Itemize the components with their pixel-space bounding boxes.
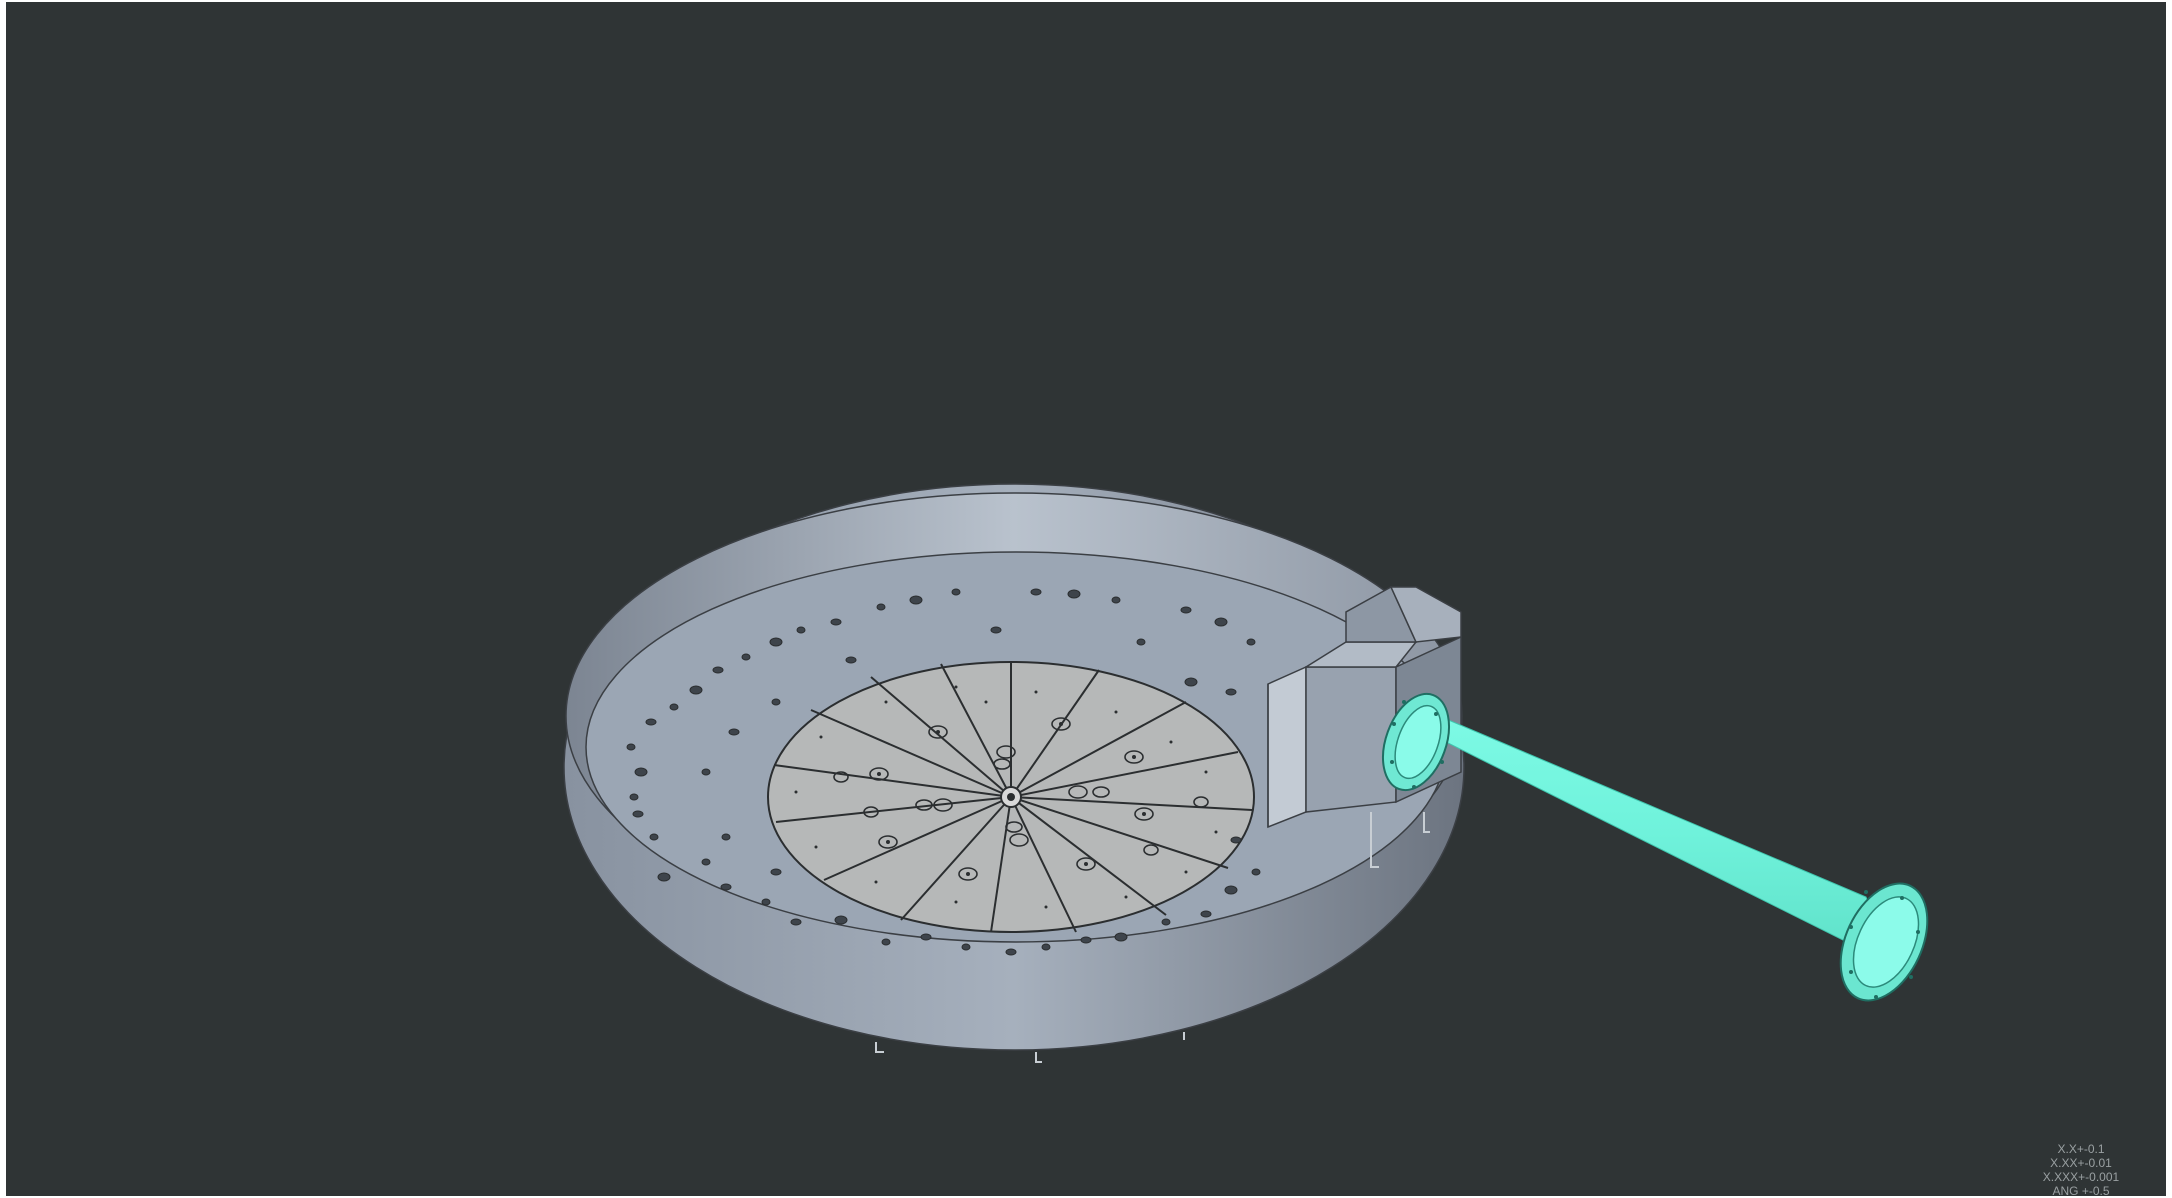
tolerance-line-3: X.XXX+-0.001	[2042, 1170, 2120, 1184]
outlet-pipe[interactable]	[1371, 685, 1945, 1014]
tolerance-block: X.X+-0.1 X.XX+-0.01 X.XXX+-0.001 ANG +-0…	[2016, 1142, 2146, 1196]
tolerance-line-2: X.XX+-0.01	[2050, 1156, 2112, 1170]
tolerance-line-1: X.X+-0.1	[2057, 1142, 2105, 1156]
floor-holes	[626, 588, 1261, 956]
support-legs	[875, 812, 1430, 1063]
tolerance-line-4: ANG +-0.5	[2052, 1184, 2110, 1196]
cad-viewport[interactable]: X.X+-0.1 X.XX+-0.01 X.XXX+-0.001 ANG +-0…	[6, 2, 2166, 1196]
center-plate[interactable]	[767, 661, 1255, 933]
model-scene[interactable]	[6, 2, 2166, 1196]
